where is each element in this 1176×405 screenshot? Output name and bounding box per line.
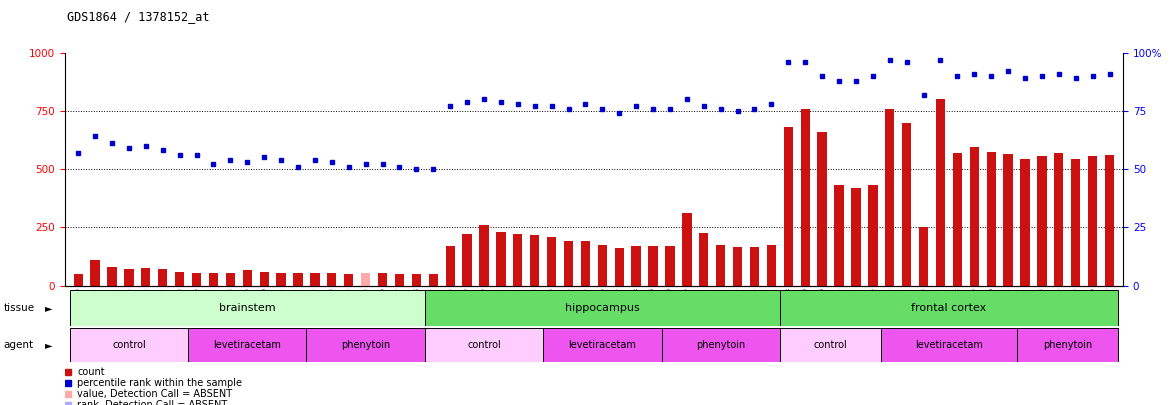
Text: value, Detection Call = ABSENT: value, Detection Call = ABSENT <box>78 389 233 399</box>
Bar <box>563 241 573 286</box>
Bar <box>783 127 793 286</box>
Bar <box>307 328 425 362</box>
Bar <box>902 123 911 286</box>
Bar <box>767 245 776 286</box>
Bar <box>632 246 641 286</box>
Bar <box>175 272 185 286</box>
Bar <box>1016 328 1118 362</box>
Bar <box>1054 153 1063 286</box>
Bar <box>936 99 946 286</box>
Bar <box>361 273 370 286</box>
Bar <box>192 273 201 286</box>
Bar <box>462 234 472 286</box>
Bar <box>716 245 726 286</box>
Bar <box>425 328 543 362</box>
Text: control: control <box>814 340 848 350</box>
Bar <box>188 328 307 362</box>
Bar <box>530 235 540 286</box>
Text: levetiracetam: levetiracetam <box>915 340 983 350</box>
Bar <box>327 273 336 286</box>
Bar <box>242 271 252 286</box>
Bar <box>780 328 881 362</box>
Bar <box>918 227 928 286</box>
Bar <box>817 132 827 286</box>
Bar <box>835 185 843 286</box>
Bar <box>209 273 218 286</box>
Bar <box>446 246 455 286</box>
Text: count: count <box>78 367 105 377</box>
Text: rank, Detection Call = ABSENT: rank, Detection Call = ABSENT <box>78 400 228 405</box>
Text: control: control <box>112 340 146 350</box>
Bar <box>970 147 978 286</box>
Bar <box>1003 154 1013 286</box>
Bar <box>597 245 607 286</box>
Text: GDS1864 / 1378152_at: GDS1864 / 1378152_at <box>67 10 209 23</box>
Text: hippocampus: hippocampus <box>564 303 640 313</box>
Bar <box>615 248 624 286</box>
Bar <box>682 213 691 286</box>
Text: frontal cortex: frontal cortex <box>911 303 987 313</box>
Bar <box>69 328 188 362</box>
Text: phenytoin: phenytoin <box>696 340 746 350</box>
Bar <box>412 274 421 286</box>
Text: percentile rank within the sample: percentile rank within the sample <box>78 378 242 388</box>
Bar <box>158 269 167 286</box>
Text: control: control <box>467 340 501 350</box>
Text: tissue: tissue <box>4 303 34 313</box>
Bar <box>425 290 780 326</box>
Bar <box>345 274 353 286</box>
Bar <box>293 273 302 286</box>
Bar <box>648 246 657 286</box>
Bar <box>513 234 522 286</box>
Bar <box>1071 159 1081 286</box>
Bar <box>395 274 405 286</box>
Text: phenytoin: phenytoin <box>1043 340 1091 350</box>
Text: levetiracetam: levetiracetam <box>568 340 636 350</box>
Bar <box>780 290 1118 326</box>
Bar <box>801 109 810 286</box>
Text: brainstem: brainstem <box>219 303 275 313</box>
Bar <box>851 188 861 286</box>
Bar <box>662 328 780 362</box>
Bar <box>543 328 662 362</box>
Bar <box>886 109 895 286</box>
Bar <box>953 153 962 286</box>
Bar <box>987 151 996 286</box>
Bar <box>428 274 437 286</box>
Bar <box>260 272 269 286</box>
Bar <box>547 237 556 286</box>
Bar <box>125 269 134 286</box>
Bar <box>733 247 742 286</box>
Bar <box>496 232 506 286</box>
Text: agent: agent <box>4 340 34 350</box>
Bar <box>91 260 100 286</box>
Bar <box>107 267 116 286</box>
Text: ►: ► <box>45 340 52 350</box>
Bar <box>69 290 425 326</box>
Text: levetiracetam: levetiracetam <box>213 340 281 350</box>
Bar <box>1088 156 1097 286</box>
Bar <box>141 268 151 286</box>
Bar <box>310 273 320 286</box>
Bar <box>699 233 708 286</box>
Bar <box>276 273 286 286</box>
Bar <box>226 273 235 286</box>
Bar <box>750 247 760 286</box>
Bar <box>1021 159 1030 286</box>
Bar <box>377 273 387 286</box>
Bar <box>1037 156 1047 286</box>
Bar <box>1105 155 1114 286</box>
Bar <box>868 185 877 286</box>
Bar <box>581 241 590 286</box>
Bar <box>881 328 1016 362</box>
Text: ►: ► <box>45 303 52 313</box>
Bar <box>74 274 82 286</box>
Bar <box>666 246 675 286</box>
Text: phenytoin: phenytoin <box>341 340 390 350</box>
Bar <box>480 225 489 286</box>
